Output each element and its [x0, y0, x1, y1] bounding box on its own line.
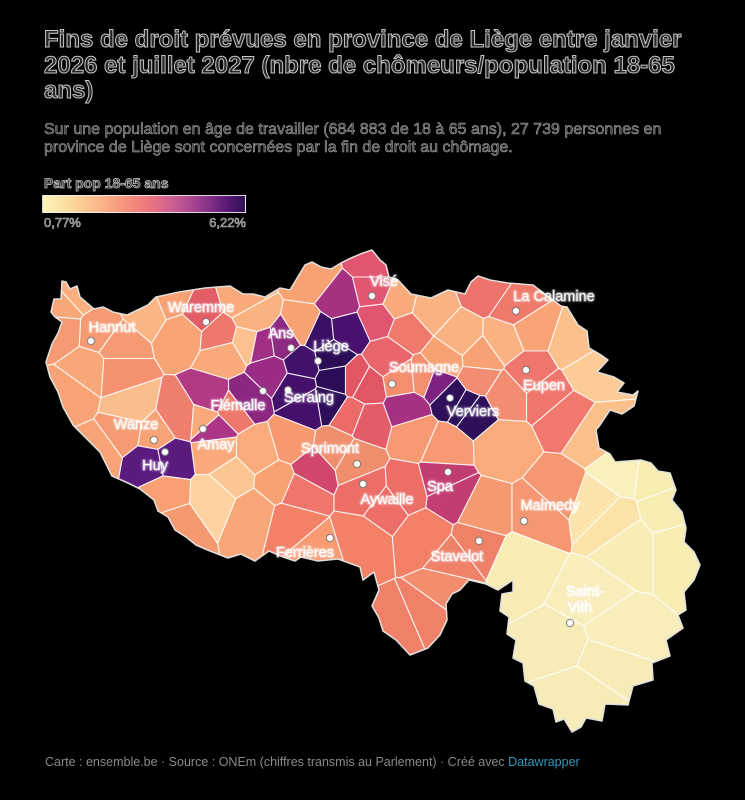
svg-text:Saint-: Saint- [566, 584, 604, 600]
svg-text:Flémalle: Flémalle [211, 398, 266, 414]
svg-text:Malmedy: Malmedy [521, 498, 581, 514]
svg-text:Wanze: Wanze [114, 417, 159, 433]
svg-text:Sprimont: Sprimont [301, 441, 359, 457]
svg-text:Aywaille: Aywaille [361, 492, 414, 508]
svg-text:Seraing: Seraing [284, 390, 334, 406]
svg-text:Ferrières: Ferrières [276, 545, 334, 561]
svg-text:Amay: Amay [197, 437, 235, 453]
svg-text:Liège: Liège [313, 339, 348, 355]
svg-text:Visé: Visé [370, 274, 398, 290]
svg-text:Ans: Ans [269, 326, 294, 342]
svg-text:Waremme: Waremme [168, 300, 234, 316]
svg-text:Vith: Vith [568, 600, 593, 616]
svg-text:Verviers: Verviers [447, 404, 499, 420]
svg-text:Eupen: Eupen [523, 378, 565, 394]
svg-text:Spa: Spa [427, 479, 454, 495]
svg-text:La Calamine: La Calamine [513, 289, 594, 305]
svg-text:Huy: Huy [142, 458, 169, 474]
svg-text:Soumagne: Soumagne [389, 360, 459, 376]
svg-text:Stavelot: Stavelot [431, 549, 483, 565]
svg-text:Hannut: Hannut [89, 320, 136, 336]
